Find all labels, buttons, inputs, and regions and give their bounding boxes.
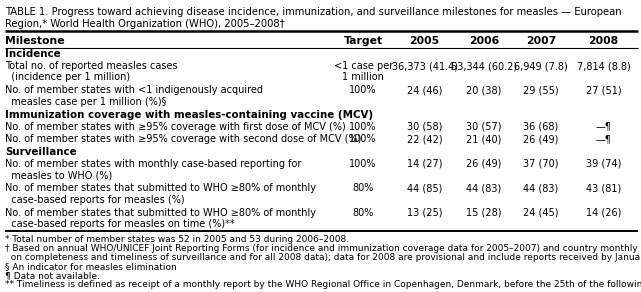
Text: No. of member states with ≥95% coverage with second dose of MCV (%): No. of member states with ≥95% coverage … bbox=[5, 135, 362, 145]
Text: 37 (70): 37 (70) bbox=[523, 159, 559, 169]
Text: TABLE 1. Progress toward achieving disease incidence, immunization, and surveill: TABLE 1. Progress toward achieving disea… bbox=[5, 7, 622, 17]
Text: Immunization coverage with measles-containing vaccine (MCV): Immunization coverage with measles-conta… bbox=[5, 110, 373, 120]
Text: 7,814 (8.8): 7,814 (8.8) bbox=[577, 61, 630, 71]
Text: 43 (81): 43 (81) bbox=[586, 183, 621, 194]
Text: 100%: 100% bbox=[349, 86, 377, 95]
Text: 39 (74): 39 (74) bbox=[586, 159, 621, 169]
Text: Target: Target bbox=[344, 36, 383, 46]
Text: case-based reports for measles on time (%)**: case-based reports for measles on time (… bbox=[5, 219, 235, 229]
Text: § An indicator for measles elimination: § An indicator for measles elimination bbox=[5, 262, 177, 271]
Text: * Total number of member states was 52 in 2005 and 53 during 2006–2008.: * Total number of member states was 52 i… bbox=[5, 235, 349, 244]
Text: 53,344 (60.2): 53,344 (60.2) bbox=[451, 61, 517, 71]
Text: 44 (83): 44 (83) bbox=[524, 183, 558, 194]
Text: No. of member states that submitted to WHO ≥80% of monthly: No. of member states that submitted to W… bbox=[5, 183, 316, 194]
Text: (incidence per 1 million): (incidence per 1 million) bbox=[5, 72, 130, 82]
Text: 14 (27): 14 (27) bbox=[407, 159, 442, 169]
Text: 2007: 2007 bbox=[526, 36, 556, 46]
Text: 80%: 80% bbox=[353, 208, 374, 218]
Text: 2006: 2006 bbox=[469, 36, 499, 46]
Text: Total no. of reported measles cases: Total no. of reported measles cases bbox=[5, 61, 178, 71]
Text: 80%: 80% bbox=[353, 183, 374, 194]
Text: Region,* World Health Organization (WHO), 2005–2008†: Region,* World Health Organization (WHO)… bbox=[5, 19, 285, 29]
Text: 13 (25): 13 (25) bbox=[407, 208, 442, 218]
Text: 1 million: 1 million bbox=[342, 72, 384, 82]
Text: 2005: 2005 bbox=[410, 36, 440, 46]
Text: ¶ Data not available.: ¶ Data not available. bbox=[5, 271, 100, 280]
Text: —¶: —¶ bbox=[595, 122, 612, 132]
Text: 14 (26): 14 (26) bbox=[586, 208, 621, 218]
Text: 30 (57): 30 (57) bbox=[466, 122, 502, 132]
Text: measles case per 1 million (%)§: measles case per 1 million (%)§ bbox=[5, 97, 167, 107]
Text: 44 (83): 44 (83) bbox=[467, 183, 501, 194]
Text: Surveillance: Surveillance bbox=[5, 147, 77, 157]
Text: 24 (45): 24 (45) bbox=[523, 208, 559, 218]
Text: No. of member states that submitted to WHO ≥80% of monthly: No. of member states that submitted to W… bbox=[5, 208, 316, 218]
Text: 29 (55): 29 (55) bbox=[523, 86, 559, 95]
Text: 100%: 100% bbox=[349, 159, 377, 169]
Text: 20 (38): 20 (38) bbox=[466, 86, 502, 95]
Text: 26 (49): 26 (49) bbox=[466, 159, 502, 169]
Text: 44 (85): 44 (85) bbox=[407, 183, 442, 194]
Text: 15 (28): 15 (28) bbox=[466, 208, 502, 218]
Text: 6,949 (7.8): 6,949 (7.8) bbox=[514, 61, 568, 71]
Text: No. of member states with ≥95% coverage with first dose of MCV (%): No. of member states with ≥95% coverage … bbox=[5, 122, 346, 132]
Text: 36,373 (41.4): 36,373 (41.4) bbox=[392, 61, 458, 71]
Text: 100%: 100% bbox=[349, 135, 377, 145]
Text: 24 (46): 24 (46) bbox=[407, 86, 442, 95]
Text: 30 (58): 30 (58) bbox=[407, 122, 442, 132]
Text: —¶: —¶ bbox=[595, 135, 612, 145]
Text: <1 case per: <1 case per bbox=[333, 61, 393, 71]
Text: No. of member states with monthly case-based reporting for: No. of member states with monthly case-b… bbox=[5, 159, 301, 169]
Text: Incidence: Incidence bbox=[5, 49, 61, 59]
Text: 2008: 2008 bbox=[588, 36, 619, 46]
Text: † Based on annual WHO/UNICEF Joint Reporting Forms (for incidence and immunizati: † Based on annual WHO/UNICEF Joint Repor… bbox=[5, 244, 641, 253]
Text: 100%: 100% bbox=[349, 122, 377, 132]
Text: case-based reports for measles (%): case-based reports for measles (%) bbox=[5, 194, 185, 205]
Text: 22 (42): 22 (42) bbox=[407, 135, 442, 145]
Text: Milestone: Milestone bbox=[5, 36, 65, 46]
Text: ** Timeliness is defined as receipt of a monthly report by the WHO Regional Offi: ** Timeliness is defined as receipt of a… bbox=[5, 280, 641, 289]
Text: 27 (51): 27 (51) bbox=[586, 86, 621, 95]
Text: measles to WHO (%): measles to WHO (%) bbox=[5, 170, 112, 180]
Text: 36 (68): 36 (68) bbox=[524, 122, 558, 132]
Text: 21 (40): 21 (40) bbox=[466, 135, 502, 145]
Text: No. of member states with <1 indigenously acquired: No. of member states with <1 indigenousl… bbox=[5, 86, 263, 95]
Text: 26 (49): 26 (49) bbox=[523, 135, 559, 145]
Text: on completeness and timeliness of surveillance and for all 2008 data); data for : on completeness and timeliness of survei… bbox=[5, 253, 641, 262]
